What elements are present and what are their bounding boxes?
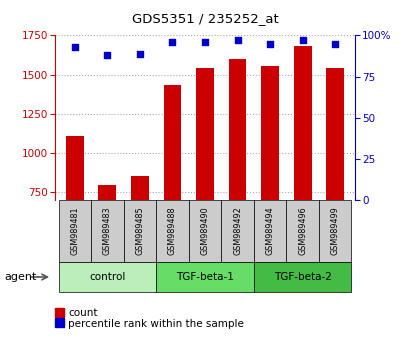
Bar — [196, 68, 213, 200]
Text: count: count — [68, 308, 98, 318]
Bar — [58, 262, 156, 292]
Bar — [188, 200, 221, 262]
Bar — [58, 200, 91, 262]
Point — [266, 41, 273, 46]
Text: GSM989488: GSM989488 — [168, 207, 177, 255]
Point — [169, 39, 175, 45]
Text: GSM989485: GSM989485 — [135, 207, 144, 255]
Bar — [163, 85, 181, 200]
Bar — [156, 200, 188, 262]
Point — [136, 51, 143, 56]
Bar — [91, 200, 124, 262]
Text: control: control — [89, 272, 125, 282]
Bar — [66, 136, 83, 200]
Text: TGF-beta-1: TGF-beta-1 — [175, 272, 234, 282]
Point — [234, 38, 240, 43]
Bar — [124, 200, 156, 262]
Bar — [293, 46, 311, 200]
Bar — [253, 200, 285, 262]
Text: GSM989494: GSM989494 — [265, 207, 274, 255]
Text: GSM989492: GSM989492 — [232, 207, 241, 255]
Text: GDS5351 / 235252_at: GDS5351 / 235252_at — [131, 12, 278, 25]
Text: GSM989490: GSM989490 — [200, 207, 209, 255]
Text: agent: agent — [4, 272, 36, 282]
Bar — [326, 68, 343, 200]
Point — [104, 52, 110, 58]
Point — [299, 38, 305, 43]
Point — [72, 44, 78, 50]
Point — [331, 41, 337, 46]
Text: percentile rank within the sample: percentile rank within the sample — [68, 319, 244, 329]
Point — [201, 39, 208, 45]
Text: GSM989481: GSM989481 — [70, 207, 79, 255]
Text: GSM989499: GSM989499 — [330, 207, 339, 255]
Bar — [261, 66, 279, 200]
Bar — [98, 185, 116, 200]
Bar — [228, 59, 246, 200]
Bar — [253, 262, 351, 292]
Bar — [221, 200, 253, 262]
Text: GSM989483: GSM989483 — [103, 207, 112, 255]
Bar — [318, 200, 351, 262]
Bar — [130, 176, 148, 200]
Bar — [156, 262, 253, 292]
Bar — [285, 200, 318, 262]
Text: TGF-beta-2: TGF-beta-2 — [273, 272, 331, 282]
Text: GSM989496: GSM989496 — [297, 207, 306, 255]
